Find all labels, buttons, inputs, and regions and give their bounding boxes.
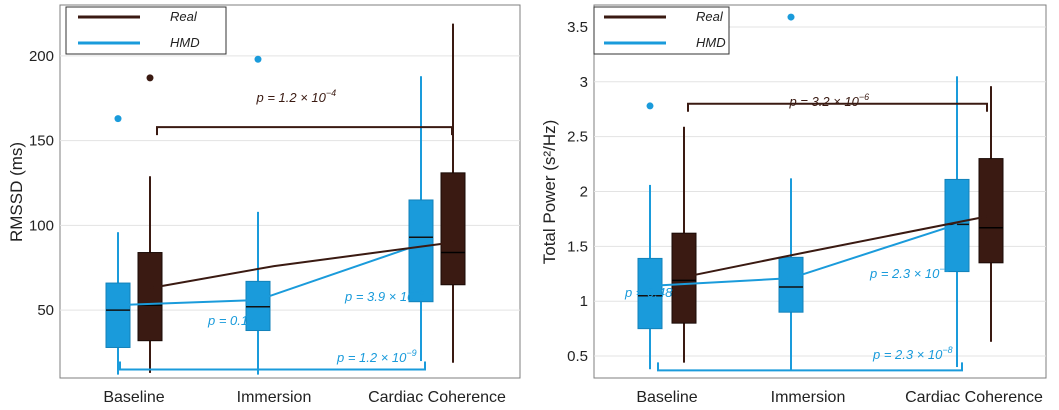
y-tick-label: 3: [580, 74, 588, 91]
significance-bracket: [687, 102, 988, 112]
box-hmd: [637, 257, 663, 330]
legend-right: Real HMD: [593, 6, 730, 55]
x-tick-label: Immersion: [771, 389, 846, 406]
p-value-annotation: p = 2.3 × 10−8: [872, 345, 953, 362]
trend-line-real: [683, 214, 992, 279]
y-tick-label: 3.5: [567, 19, 588, 36]
x-tick-label: Baseline: [636, 389, 697, 406]
p-value-annotation: p = 1.2 × 10−9: [336, 348, 417, 365]
p-value-annotation: p = 0.17: [207, 313, 256, 328]
legend-label-real: Real: [696, 9, 724, 24]
trend-line-hmd: [117, 243, 422, 307]
boxes-left: [105, 23, 466, 375]
trend-lines-right: [649, 214, 992, 287]
y-tick-label: 1.5: [567, 238, 588, 255]
legend-label-hmd: HMD: [696, 35, 726, 50]
y-tick-label: 1: [580, 293, 588, 310]
y-tick-label: 50: [37, 302, 54, 319]
box-hmd: [408, 199, 434, 303]
y-ticks-right: 0.5 1 1.5 2 2.5 3 3.5: [567, 19, 588, 365]
trend-line-hmd: [649, 223, 958, 287]
y-tick-label: 2.5: [567, 129, 588, 146]
legend-label-real: Real: [170, 9, 198, 24]
outlier-point: [254, 55, 262, 63]
p-value-annotation: p = 1.2 × 10−4: [256, 88, 337, 105]
significance-bracket: [156, 126, 453, 136]
legend-left: Real HMD: [65, 6, 227, 55]
y-axis-label-right: Total Power (s²/Hz): [540, 120, 559, 265]
p-value-annotation: p = 3.2 × 10−6: [789, 92, 870, 109]
x-tick-label: Immersion: [237, 389, 312, 406]
box-hmd: [944, 178, 970, 273]
box-hmd: [778, 256, 804, 313]
annotations-right: p = 3.2 × 10−6 p = 0.48 p = 2.3 × 10−5 p = …: [624, 92, 988, 372]
annotations-left: p = 1.2 × 10−4 p = 0.17 p = 3.9 × 10−5 p = …: [119, 88, 453, 371]
significance-bracket: [119, 361, 426, 371]
y-axis-label-left: RMSSD (ms): [7, 142, 26, 242]
outlier-point: [787, 13, 795, 21]
p-value-annotation: p = 3.9 × 10−5: [344, 287, 426, 304]
y-tick-label: 200: [29, 48, 54, 65]
box-real: [137, 252, 163, 342]
box-hmd: [245, 280, 271, 332]
x-tick-labels-left: Baseline Immersion Cardiac Coherence: [103, 389, 506, 406]
y-tick-label: 2: [580, 184, 588, 201]
box-real: [978, 158, 1004, 264]
outlier-point: [646, 102, 654, 110]
significance-bracket: [657, 362, 963, 372]
y-tick-label: 150: [29, 133, 54, 150]
p-value-annotation: p = 2.3 × 10−5: [869, 264, 951, 281]
box-real: [671, 232, 697, 324]
outlier-point: [146, 74, 154, 82]
box-real: [440, 172, 466, 286]
x-tick-label: Cardiac Coherence: [368, 389, 506, 406]
y-tick-label: 100: [29, 217, 54, 234]
panel-rmssd: 50 100 150 200 p = 1.2 × 10−4 p = 0.17 p = 3.…: [7, 4, 521, 406]
box-hmd: [105, 282, 131, 348]
boxes-right: [637, 13, 1004, 371]
trend-lines-left: [117, 241, 454, 307]
y-tick-label: 0.5: [567, 348, 588, 365]
grid-right: [594, 26, 1046, 357]
p-value-annotation: p = 0.48: [624, 285, 673, 300]
x-tick-labels-right: Baseline Immersion Cardiac Coherence: [636, 389, 1043, 406]
plot-frame-left: [59, 4, 521, 379]
legend-label-hmd: HMD: [170, 35, 200, 50]
outlier-point: [114, 115, 122, 123]
panel-total-power: 0.511.522.533.5 p = 3.2 × 10−6p = 0.48p …: [540, 4, 1047, 406]
y-ticks-left: 50 100 150 200: [29, 48, 54, 319]
x-tick-label: Baseline: [103, 389, 164, 406]
x-tick-label: Cardiac Coherence: [905, 389, 1043, 406]
trend-line-real: [149, 241, 454, 290]
